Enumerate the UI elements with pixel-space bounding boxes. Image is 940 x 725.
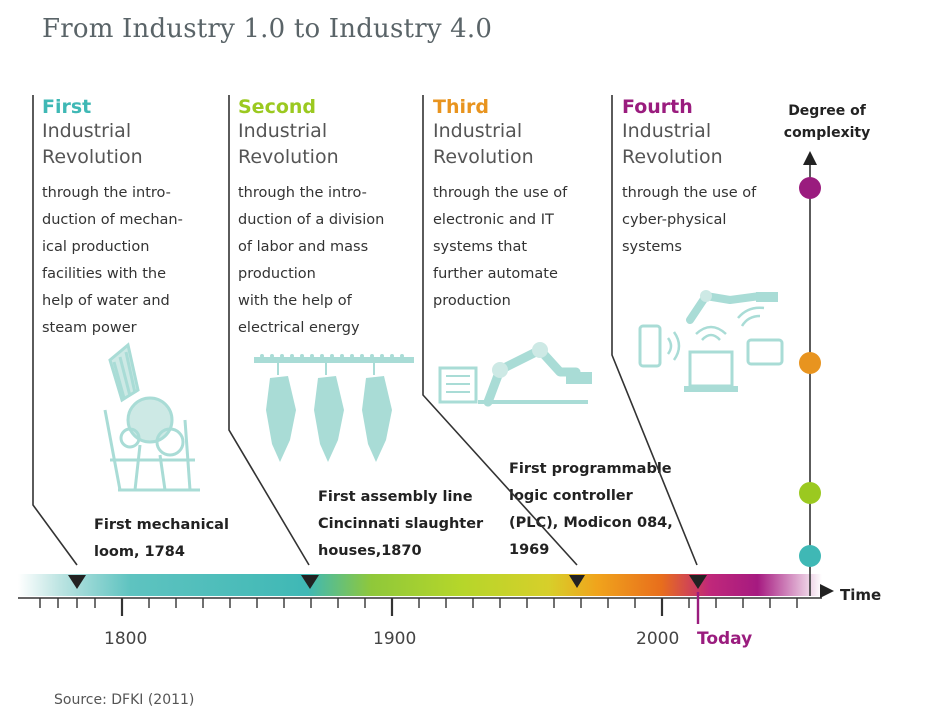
robot-arm-plc-icon [438, 342, 592, 407]
time-axis-label: Time [840, 586, 881, 604]
revolution-ordinal: Second [238, 96, 317, 118]
revolution-heading-line: Industrial [433, 120, 523, 142]
revolution-fourth: Fourth Industrial Revolution through the… [622, 96, 756, 261]
description-line: of labor and mass [238, 239, 369, 255]
milestone-line: First assembly line [318, 489, 473, 505]
pointer-lines [32, 95, 698, 566]
description-line: through the use of [433, 185, 568, 201]
revolution-heading-line: Revolution [42, 146, 143, 168]
revolution-ordinal: Third [433, 96, 489, 118]
milestone-line: loom, 1784 [94, 544, 185, 560]
revolution-description: through the use of electronic and IT sys… [433, 180, 567, 315]
description-line: electrical energy [238, 320, 360, 336]
description-line: systems [622, 239, 682, 255]
milestone-line: houses,1870 [318, 543, 422, 559]
today-label: Today [697, 629, 752, 649]
revolution-first: First Industrial Revolution through the … [42, 96, 183, 342]
description-line: through the use of [622, 185, 757, 201]
description-line: through the intro- [238, 185, 367, 201]
complexity-label-line: complexity [783, 125, 871, 141]
milestone-line: Cincinnati slaughter [318, 516, 484, 532]
milestone-line: First programmable [509, 461, 672, 477]
revolution-third: Third Industrial Revolution through the … [433, 96, 567, 315]
complexity-axis-arrowhead [803, 151, 817, 165]
complexity-dot-first [799, 545, 821, 567]
complexity-dot-second [799, 482, 821, 504]
complexity-dot-fourth [799, 177, 821, 199]
description-line: systems that [433, 239, 528, 255]
description-line: help of water and [42, 293, 170, 309]
revolution-second: Second Industrial Revolution through the… [238, 96, 384, 342]
marker-1969 [569, 575, 585, 588]
description-line: further automate [433, 266, 558, 282]
description-line: through the intro- [42, 185, 171, 201]
revolution-description: through the use of cyber-physical system… [622, 180, 756, 261]
revolution-heading-line: Revolution [238, 146, 339, 168]
timeline-band [18, 574, 822, 596]
revolution-heading-line: Industrial [622, 120, 712, 142]
pointer-line-third [422, 95, 578, 566]
timeline-arrowhead [820, 584, 834, 598]
page-title: From Industry 1.0 to Industry 4.0 [42, 14, 493, 44]
milestone-plc: First programmable logic controller (PLC… [509, 456, 673, 564]
description-line: production [433, 293, 511, 309]
milestone-loom: First mechanical loom, 1784 [94, 512, 229, 566]
tick-label-1800: 1800 [104, 629, 147, 649]
revolution-heading-line: Revolution [622, 146, 723, 168]
pointer-line-fourth [611, 95, 698, 566]
description-line: duction of a division [238, 212, 385, 228]
revolution-description: through the intro- duction of mechan- ic… [42, 180, 183, 342]
revolution-description: through the intro- duction of a division… [238, 180, 384, 342]
source-note: Source: DFKI (2011) [54, 692, 195, 708]
description-line: electronic and IT [433, 212, 554, 228]
assembly-line-icon [254, 354, 414, 462]
complexity-dot-third [799, 352, 821, 374]
revolution-ordinal: First [42, 96, 92, 118]
description-line: production [238, 266, 316, 282]
pointer-line-first [32, 95, 78, 566]
marker-fourth [689, 575, 707, 589]
revolution-heading-line: Industrial [42, 120, 132, 142]
description-line: cyber-physical [622, 212, 727, 228]
milestone-line: (PLC), Modicon 084, [509, 515, 673, 531]
marker-1784 [68, 575, 86, 589]
revolution-heading-line: Revolution [433, 146, 534, 168]
description-line: facilities with the [42, 266, 167, 282]
time-axis-ticks [39, 598, 798, 616]
description-line: with the help of [238, 293, 352, 309]
mechanical-loom-icon [103, 342, 200, 492]
pointer-line-second [228, 95, 310, 566]
revolution-heading-line: Industrial [238, 120, 328, 142]
cyber-physical-devices-icon [638, 290, 784, 392]
revolution-ordinal: Fourth [622, 96, 693, 118]
complexity-label-line: Degree of [788, 103, 866, 119]
milestone-line: logic controller [509, 488, 633, 504]
description-line: duction of mechan- [42, 212, 183, 228]
milestone-line: 1969 [509, 542, 550, 558]
description-line: steam power [42, 320, 137, 336]
complexity-axis-label: Degree of complexity [772, 100, 882, 144]
tick-label-1900: 1900 [373, 629, 416, 649]
marker-1870 [301, 575, 319, 589]
description-line: ical production [42, 239, 150, 255]
milestone-assembly-line: First assembly line Cincinnati slaughter… [318, 484, 483, 565]
milestone-line: First mechanical [94, 517, 229, 533]
tick-label-2000: 2000 [636, 629, 679, 649]
